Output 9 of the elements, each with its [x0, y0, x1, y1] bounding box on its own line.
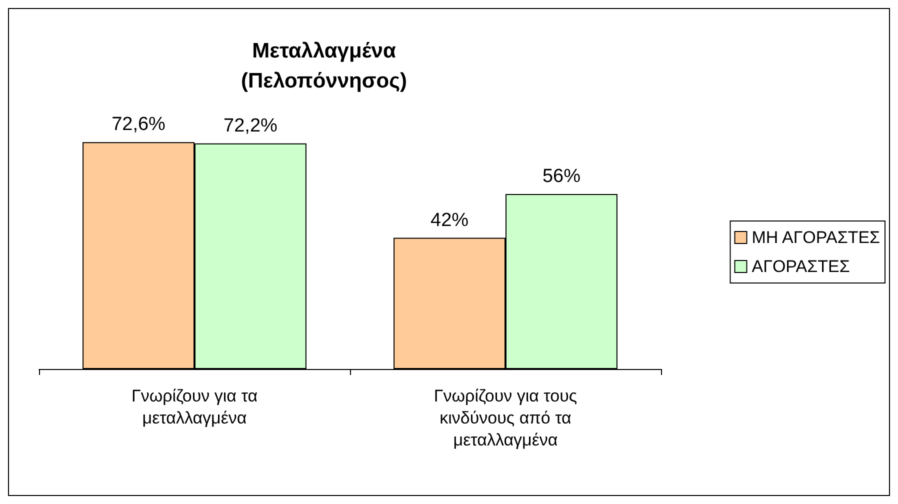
data-label: 72,2% — [224, 115, 278, 136]
legend-label: ΑΓΟΡΑΣΤΕΣ — [752, 257, 850, 276]
data-label: 56% — [542, 166, 581, 187]
x-tick-label: Γνωρίζουν για τους κινδύνους από τα μεταλλαγμένα — [434, 386, 578, 450]
legend-label: ΜΗ ΑΓΟΡΑΣΤΕΣ — [752, 228, 880, 247]
data-label: 72,6% — [112, 114, 166, 136]
data-label: 42% — [430, 210, 469, 231]
chart-title: Μεταλλαγμένα (Πελοπόννησος) — [241, 40, 407, 92]
x-tick-label: Γνωρίζουν για τα μεταλλαγμένα — [131, 386, 258, 428]
